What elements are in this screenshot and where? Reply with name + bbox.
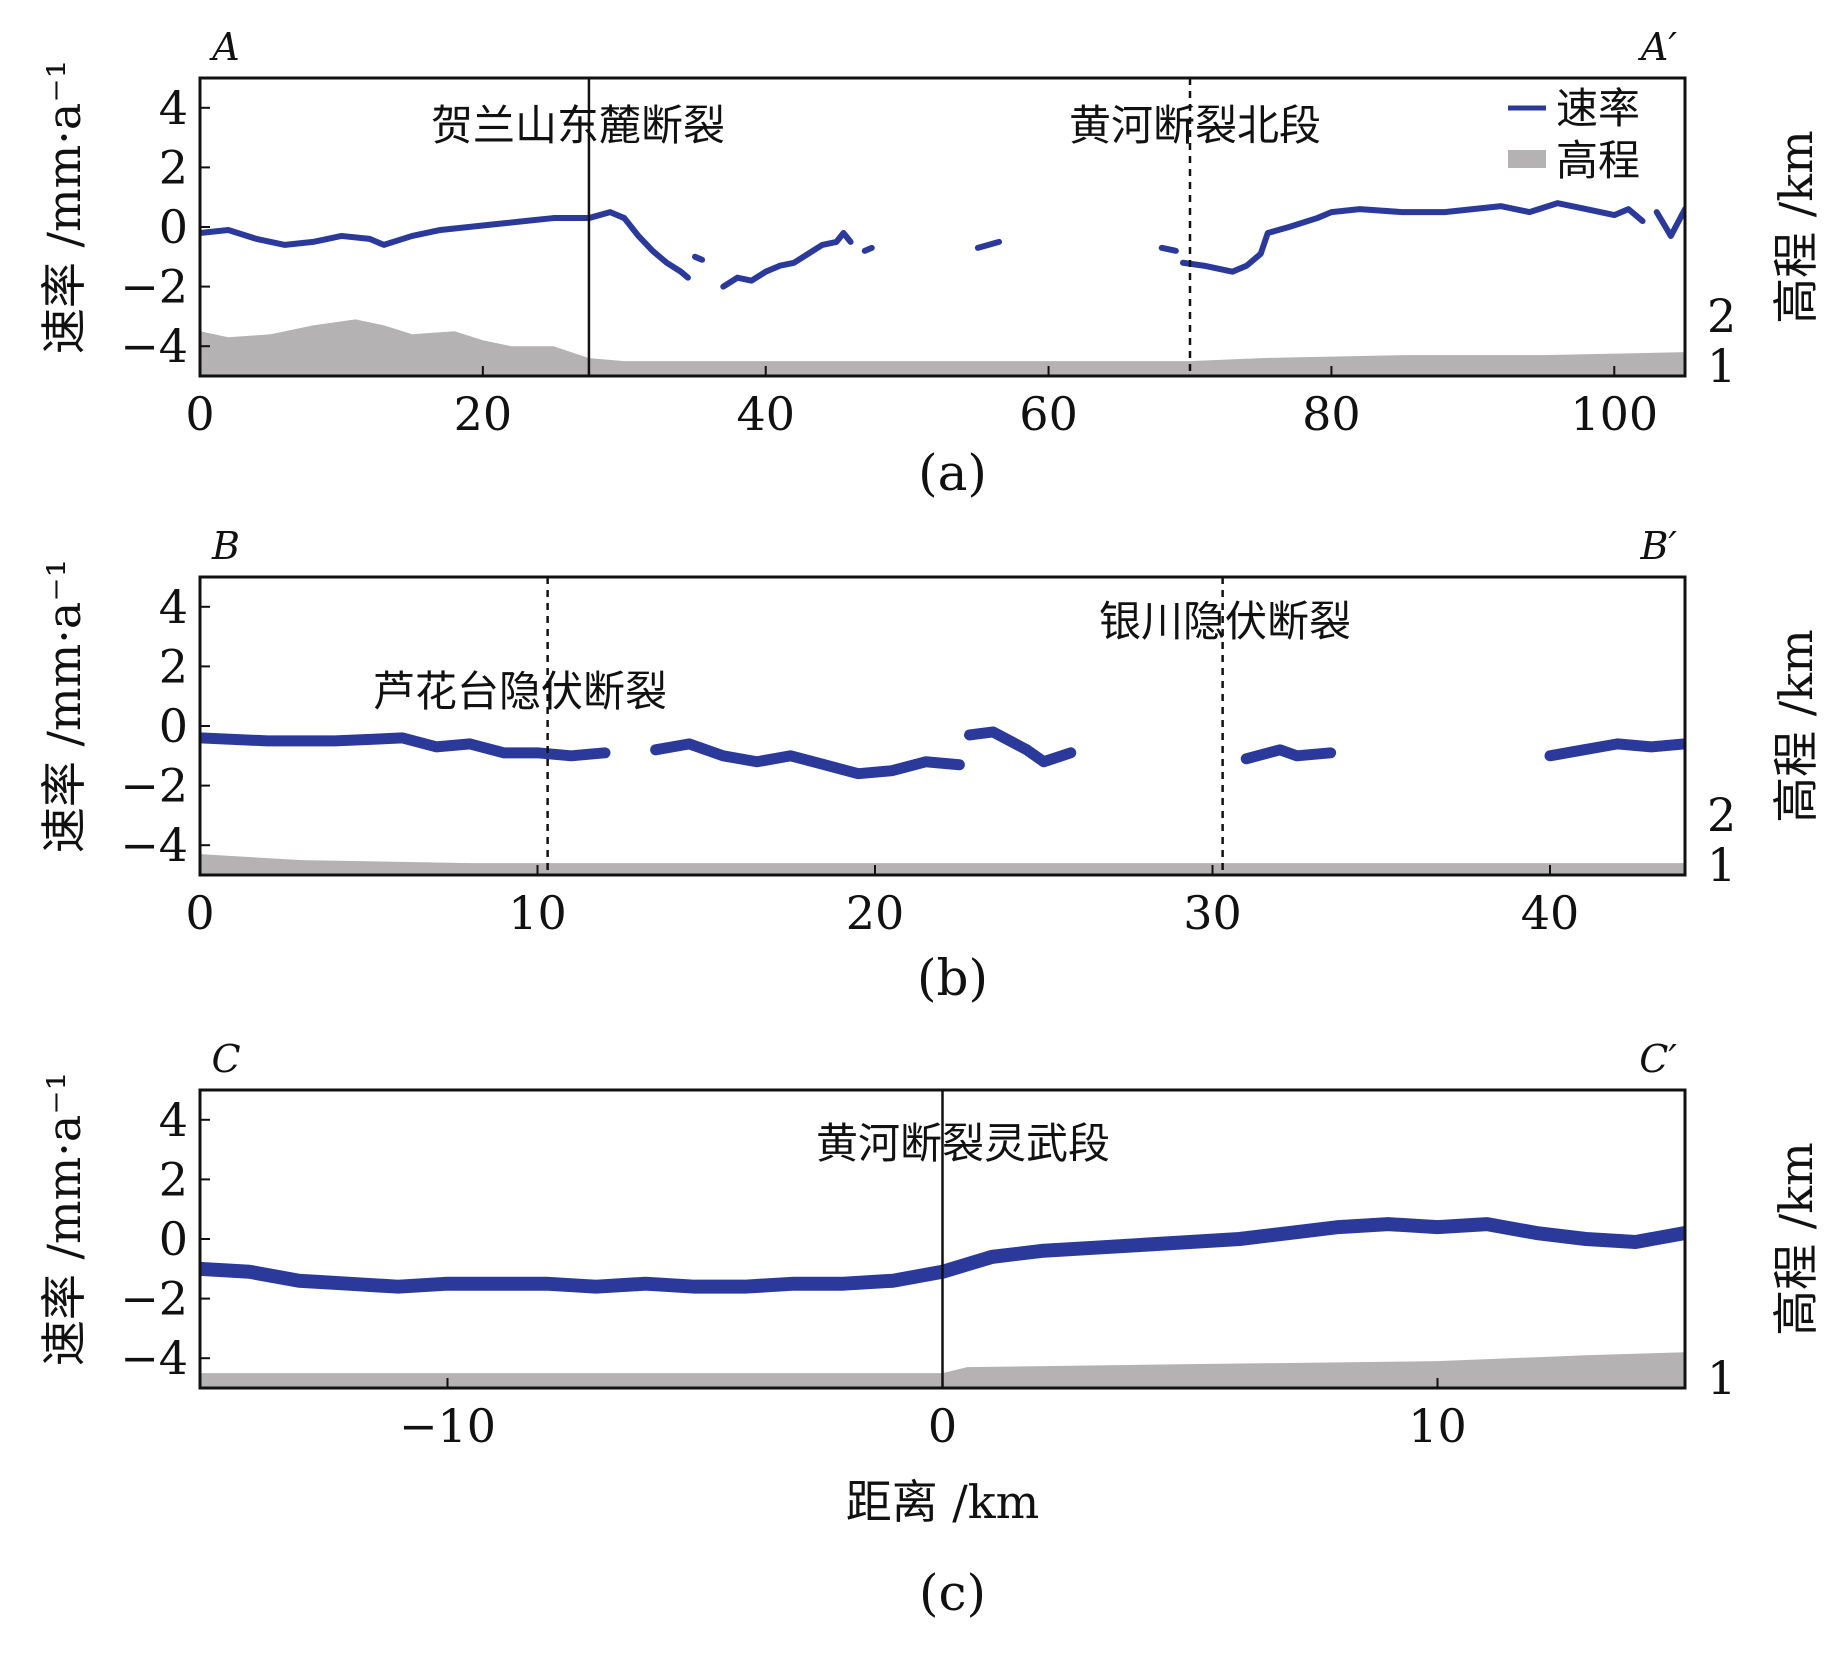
velocity-line-segment (200, 732, 611, 762)
corner-label-left: B (211, 524, 240, 568)
velocity-line-segment (974, 238, 1003, 251)
velocity-line-segment (1158, 244, 1179, 254)
corner-label-left: A (209, 25, 239, 69)
y2-axis-title: 高程 /km (1769, 130, 1823, 324)
velocity-line-segment (720, 229, 854, 290)
x-tick-label: 40 (1521, 886, 1580, 940)
elevation-area (200, 1352, 1685, 1388)
fault-label: 银川隐伏断裂 (1099, 597, 1351, 646)
x-tick-label: 80 (1302, 387, 1361, 441)
y2-tick-label: 2 (1707, 289, 1736, 343)
y2-tick-label: 1 (1707, 339, 1736, 393)
velocity-line-segment (964, 726, 1077, 768)
y-tick-label: −4 (120, 1331, 188, 1385)
corner-label-right: C′ (1639, 1037, 1677, 1081)
x-tick-label: 0 (185, 886, 214, 940)
y-axis-title: 速率 /mm·a⁻¹ (37, 60, 91, 354)
velocity-line-segment (650, 738, 965, 780)
legend-label-elevation: 高程 (1556, 136, 1640, 185)
y2-tick-label: 1 (1707, 838, 1736, 892)
x-axis-title: 距离 /km (846, 1475, 1040, 1529)
x-tick-label: 40 (736, 387, 795, 441)
y-tick-label: 4 (159, 1093, 188, 1147)
y-tick-label: 2 (159, 639, 188, 693)
x-tick-label: 0 (185, 387, 214, 441)
y-tick-label: −4 (120, 319, 188, 373)
x-tick-label: 60 (1019, 387, 1078, 441)
velocity-line-segment (692, 253, 706, 263)
legend-swatch-elevation (1508, 150, 1546, 168)
y2-tick-label: 2 (1707, 788, 1736, 842)
x-tick-label: 10 (1408, 1399, 1467, 1453)
velocity-line-segment (1653, 206, 1685, 239)
legend-label-velocity: 速率 (1556, 84, 1640, 133)
fault-label: 贺兰山东麓断裂 (431, 101, 725, 150)
corner-label-left: C (211, 1037, 240, 1081)
y-tick-label: 2 (159, 140, 188, 194)
x-tick-label: 30 (1183, 886, 1242, 940)
plot-area-0 (200, 200, 1685, 376)
y-tick-label: 4 (159, 81, 188, 135)
velocity-line-segment (200, 209, 691, 281)
y-axis-title: 速率 /mm·a⁻¹ (37, 559, 91, 853)
y-tick-label: 2 (159, 1152, 188, 1206)
fault-label: 黄河断裂灵武段 (816, 1119, 1110, 1168)
y-tick-label: 4 (159, 580, 188, 634)
elevation-area (200, 319, 1685, 376)
velocity-line-segment (1179, 200, 1646, 275)
y-tick-label: 0 (159, 200, 188, 254)
x-tick-label: 0 (928, 1399, 957, 1453)
plot-frame (198, 76, 1687, 378)
y-axis-title: 速率 /mm·a⁻¹ (37, 1072, 91, 1366)
y-tick-label: −2 (120, 1272, 188, 1326)
panel-2: 黄河断裂灵武段 −10 0 10 42 0 −2−4 1 C C′ 速率 /mm·a⁻¹ 高程 /km… (37, 1037, 1823, 1622)
y2-tick-label: 1 (1707, 1351, 1736, 1405)
plot-frame (198, 575, 1687, 877)
velocity-line-segment (1544, 738, 1685, 762)
panel-caption: (b) (917, 949, 988, 1007)
x-tick-label: 20 (454, 387, 513, 441)
corner-label-right: A′ (1638, 25, 1677, 69)
plot-area-1 (200, 726, 1685, 875)
y-tick-label: 0 (159, 699, 188, 753)
fault-label: 黄河断裂北段 (1069, 101, 1321, 150)
y-tick-label: 0 (159, 1212, 188, 1266)
elevation-area (200, 854, 1685, 875)
x-tick-label: −10 (399, 1399, 496, 1453)
fault-label: 芦花台隐伏断裂 (373, 667, 667, 716)
panel-caption: (c) (919, 1564, 986, 1622)
y-tick-label: −4 (120, 818, 188, 872)
velocity-line-segment (1240, 744, 1337, 765)
y2-axis-title: 高程 /km (1769, 1142, 1823, 1336)
panel-caption: (a) (918, 444, 987, 502)
corner-label-right: B′ (1639, 524, 1677, 568)
y-tick-label: −2 (120, 260, 188, 314)
x-tick-label: 100 (1570, 387, 1658, 441)
y-tick-label: −2 (120, 759, 188, 813)
velocity-line-segment (861, 244, 875, 254)
y2-axis-title: 高程 /km (1769, 629, 1823, 823)
x-tick-label: 10 (508, 886, 567, 940)
x-tick-label: 20 (846, 886, 905, 940)
